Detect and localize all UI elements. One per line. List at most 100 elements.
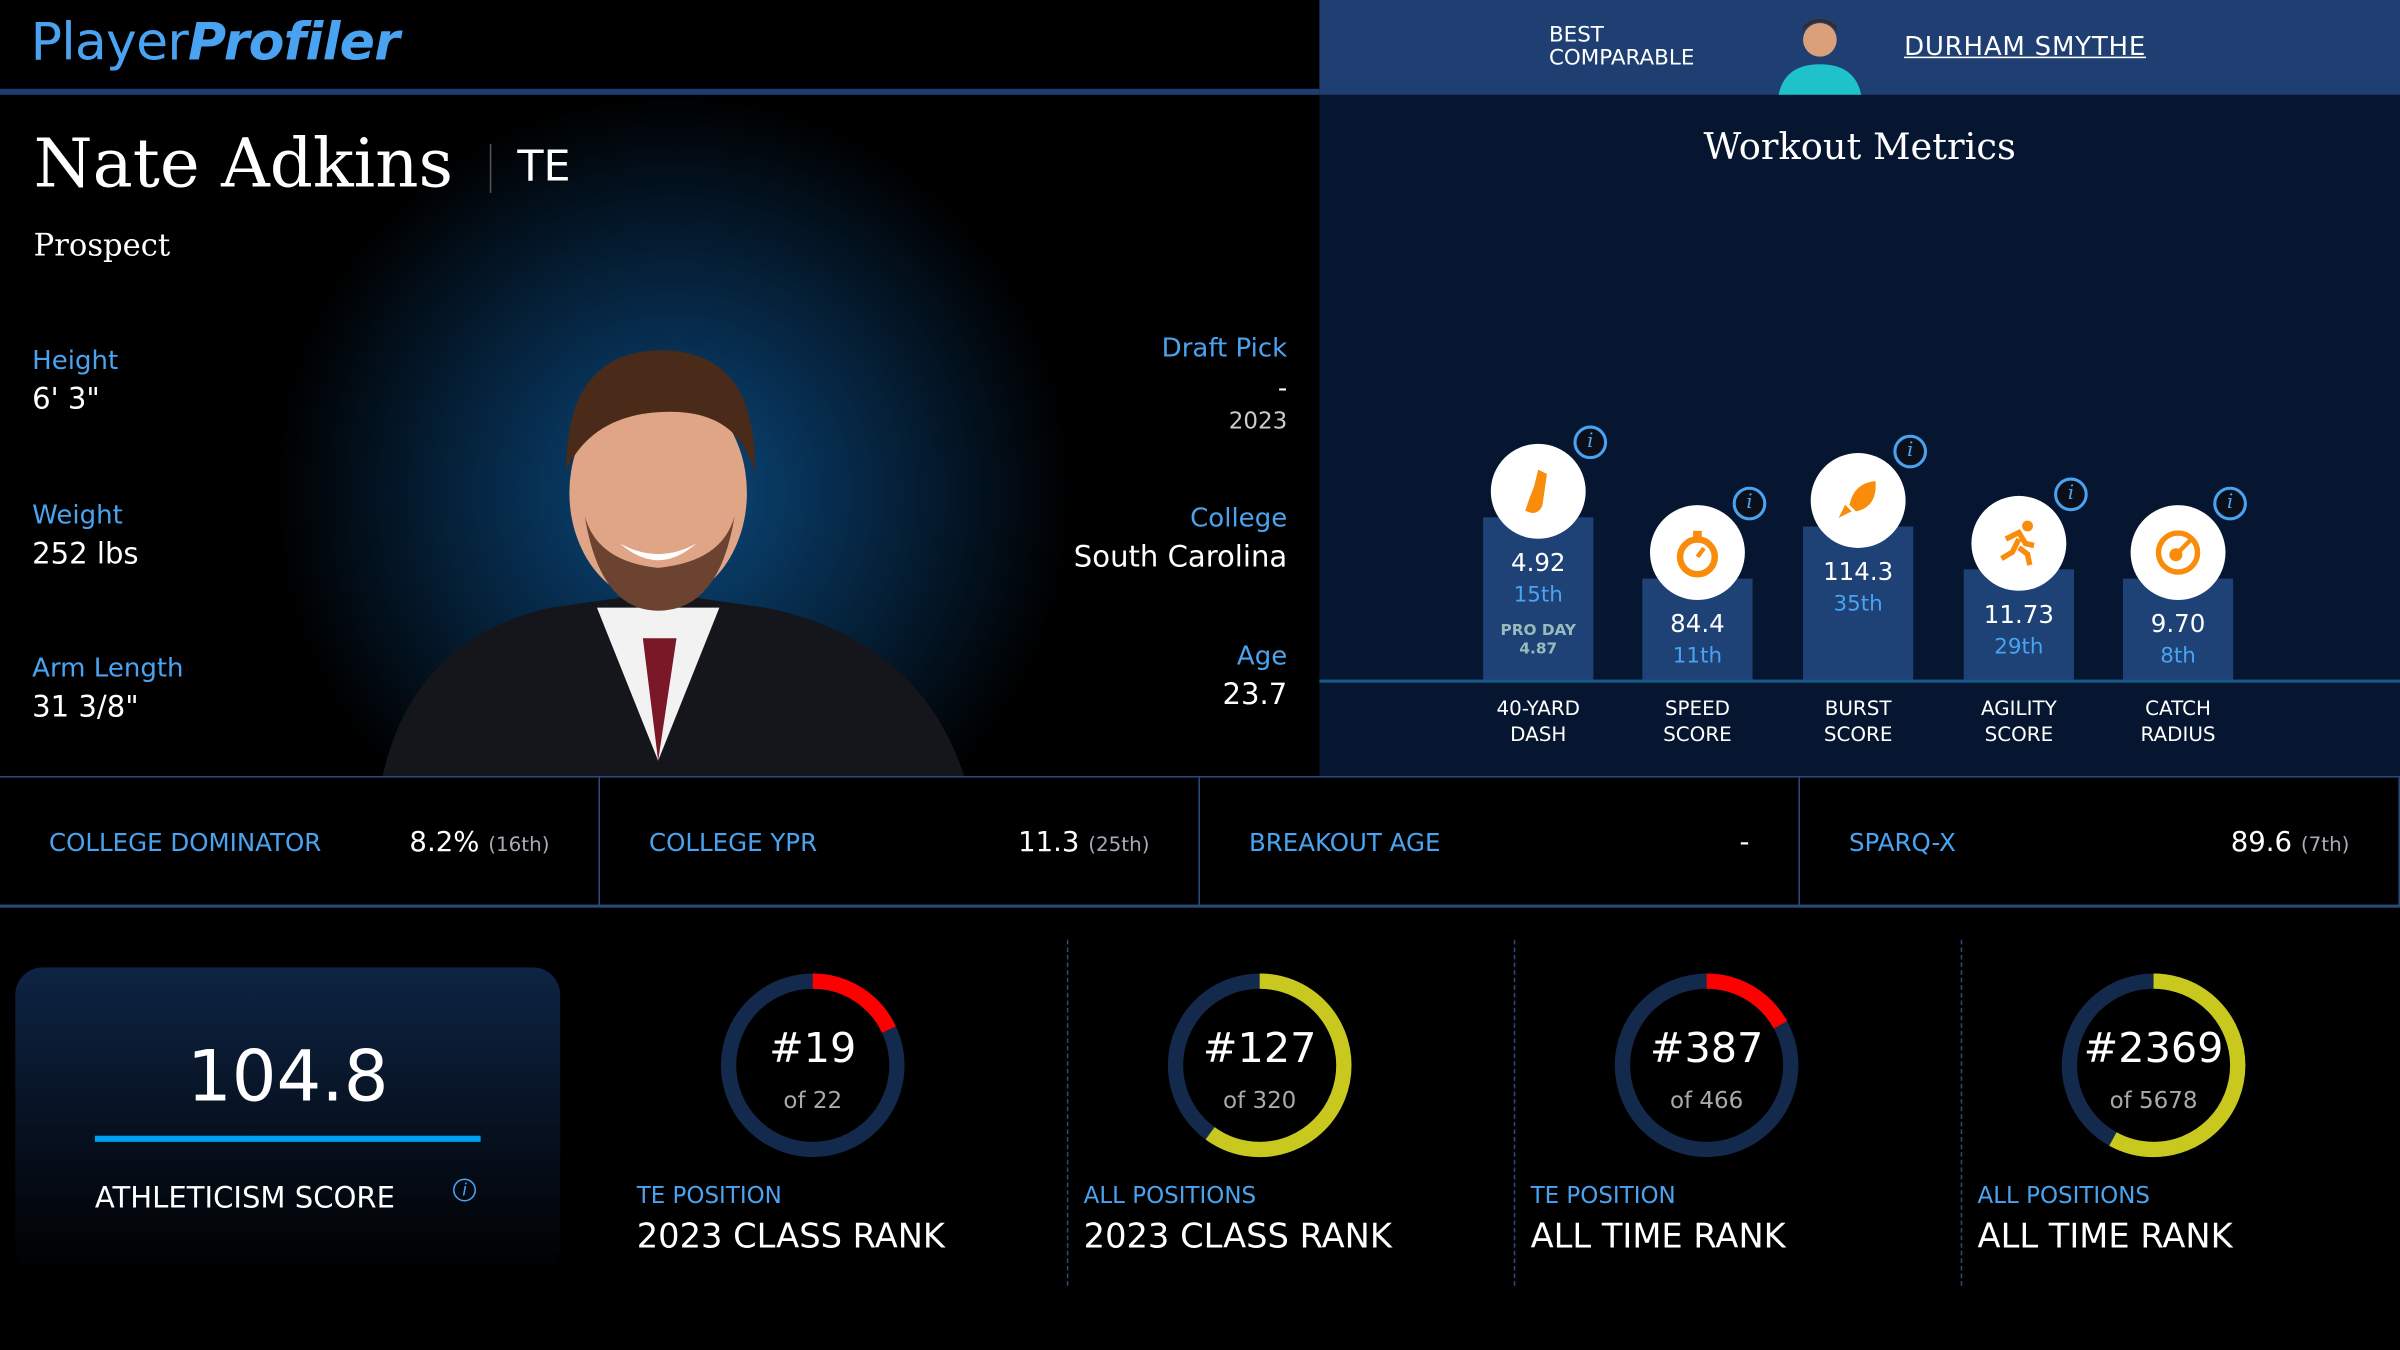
gauge-fill xyxy=(1614,973,1799,1158)
weight-value: 252 lbs xyxy=(32,537,139,571)
weight-label: Weight xyxy=(32,500,123,532)
metric-label: AGILITY SCORE xyxy=(1942,696,2095,748)
stat-cell: BREAKOUT AGE - xyxy=(1200,777,1800,907)
runner-icon xyxy=(2000,520,2035,566)
score-underline xyxy=(94,1135,481,1142)
draft-year: 2023 xyxy=(1228,407,1288,435)
target-icon xyxy=(2155,530,2201,575)
label-line: COMPARABLE xyxy=(1548,45,1695,71)
rank-title: ALL TIME RANK xyxy=(1530,1218,1786,1257)
stat-cell: SPARQ-X 89.6 (7th) xyxy=(1800,777,2400,907)
draft-pick-value: - xyxy=(1277,373,1288,405)
label-line: SPEED xyxy=(1664,697,1730,721)
metric-bar: 114.3 35th xyxy=(1803,526,1914,680)
rank-title: 2023 CLASS RANK xyxy=(636,1218,946,1257)
metric-value: 9.70 xyxy=(2150,609,2206,639)
metric-value: 11.73 xyxy=(1983,599,2054,630)
metric-percentile: 35th xyxy=(1833,592,1883,617)
age-value: 23.7 xyxy=(1222,678,1288,712)
stat-label: COLLEGE DOMINATOR xyxy=(48,828,322,858)
rank-category: ALL POSITIONS xyxy=(1083,1181,1257,1210)
label-line: BEST xyxy=(1548,22,1604,48)
player-name: Nate Adkins xyxy=(33,125,454,204)
metric-label: 40-YARD DASH xyxy=(1462,696,1615,748)
info-icon[interactable]: i xyxy=(453,1178,477,1202)
label-line: SCORE xyxy=(1823,723,1893,747)
pro-day-label: PRO DAY xyxy=(1500,622,1577,640)
info-icon[interactable]: i xyxy=(2213,486,2247,521)
stat-rank: (7th) xyxy=(2300,834,2350,858)
metric-percentile: 11th xyxy=(1672,644,1723,669)
label-line: RADIUS xyxy=(2140,723,2216,747)
gauge-fill xyxy=(2061,973,2246,1158)
rank-number: #127 xyxy=(1202,1025,1317,1073)
stopwatch-icon xyxy=(1676,530,1719,578)
height-label: Height xyxy=(32,345,119,377)
divider xyxy=(1513,939,1516,1286)
rank-number: #387 xyxy=(1649,1025,1764,1073)
stat-value: 89.6 xyxy=(2230,826,2293,859)
best-comparable-bar: BEST COMPARABLE DURHAM SMYTHE xyxy=(1319,0,2400,95)
workout-metrics-title: Workout Metrics xyxy=(1703,125,2016,169)
divider xyxy=(1066,939,1069,1286)
stats-row: COLLEGE DOMINATOR 8.2% (16th) COLLEGE YPR 1… xyxy=(0,776,2400,908)
stat-cell: COLLEGE DOMINATOR 8.2% (16th) xyxy=(0,777,600,907)
rocket-icon xyxy=(1838,480,1876,518)
rank-card: #127 of 320 ALL POSITIONS 2023 CLASS RAN… xyxy=(1076,940,1523,1286)
height-value: 6' 3" xyxy=(32,382,100,417)
rank-title: 2023 CLASS RANK xyxy=(1083,1218,1392,1257)
rank-number: #2369 xyxy=(2083,1025,2224,1073)
draft-pick-label: Draft Pick xyxy=(1161,333,1288,365)
rank-number: #19 xyxy=(769,1025,857,1073)
metric-value: 4.92 xyxy=(1510,547,1566,578)
logo-part2: Profiler xyxy=(187,12,400,74)
best-comparable-label: BEST COMPARABLE xyxy=(1549,24,1694,70)
comparable-avatar xyxy=(1778,19,1862,95)
label-line: DASH xyxy=(1510,723,1567,747)
college-value: South Carolina xyxy=(1073,540,1288,574)
metric-value: 114.3 xyxy=(1823,557,1894,587)
label-line: BURST xyxy=(1824,697,1892,721)
age-label: Age xyxy=(1236,641,1288,672)
player-position: TE xyxy=(517,140,571,192)
comparable-player-link[interactable]: DURHAM SMYTHE xyxy=(1904,32,2147,63)
rank-gauge xyxy=(1167,973,1352,1158)
info-icon[interactable]: i xyxy=(1573,425,1608,460)
info-icon[interactable]: i xyxy=(1893,434,1928,469)
metric-icon-circle xyxy=(2130,505,2226,600)
metric-label: SPEED SCORE xyxy=(1621,696,1774,748)
rank-category: TE POSITION xyxy=(636,1181,782,1210)
athleticism-score-value: 104.8 xyxy=(186,1034,389,1118)
stat-rank: (25th) xyxy=(1088,834,1150,858)
info-icon[interactable]: i xyxy=(2054,477,2088,512)
metric-percentile: 8th xyxy=(2160,644,2196,669)
logo-part1: Player xyxy=(30,12,189,74)
rank-total: of 22 xyxy=(783,1086,843,1115)
divider xyxy=(489,143,492,193)
college-label: College xyxy=(1190,503,1288,535)
stat-label: SPARQ-X xyxy=(1848,828,1956,858)
metric-icon-circle xyxy=(1649,505,1745,600)
header-divider xyxy=(0,88,1320,95)
rank-gauge xyxy=(720,973,905,1158)
stat-value: 11.3 xyxy=(1018,826,1080,859)
logo[interactable]: PlayerProfiler xyxy=(30,12,400,74)
arm-length-label: Arm Length xyxy=(32,653,184,685)
rank-card: #387 of 466 TE POSITION ALL TIME RANK xyxy=(1523,940,1970,1286)
athleticism-score-label: ATHLETICISM SCORE xyxy=(94,1181,396,1216)
stat-label: BREAKOUT AGE xyxy=(1248,828,1441,858)
stat-cell: COLLEGE YPR 11.3 (25th) xyxy=(600,777,1200,907)
label-line: SCORE xyxy=(1663,723,1732,747)
chart-baseline xyxy=(1319,679,2400,683)
player-bio-panel: Nate Adkins TE Prospect Height 6' 3" Wei… xyxy=(0,94,1320,777)
pro-day-value: 4.87 xyxy=(1519,641,1558,659)
workout-metrics-panel: Workout Metrics 4.92 15th PRO DAY 4.87 i … xyxy=(1319,94,2400,777)
info-icon[interactable]: i xyxy=(1732,486,1767,521)
stat-rank: (16th) xyxy=(488,834,550,858)
metric-icon-circle xyxy=(1810,453,1906,548)
rank-card: #2369 of 5678 ALL POSITIONS ALL TIME RAN… xyxy=(1970,940,2400,1286)
metric-label: BURST SCORE xyxy=(1782,696,1935,748)
metric-value: 84.4 xyxy=(1670,609,1725,639)
label-line: AGILITY xyxy=(1980,697,2057,721)
